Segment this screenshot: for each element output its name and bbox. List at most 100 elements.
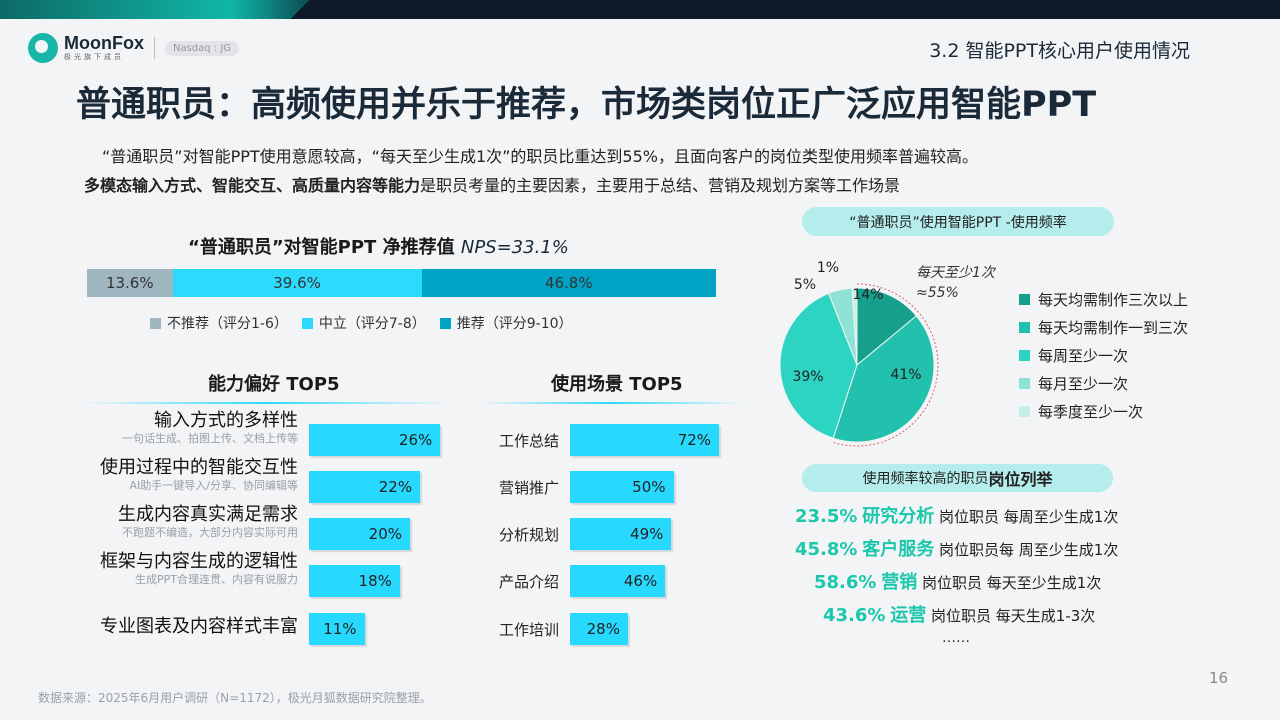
- pie-slice: [851, 287, 858, 366]
- ability-name: 专业图表及内容样式丰富: [100, 616, 298, 637]
- nps-legend-label: 推荐（评分9-10）: [456, 316, 573, 332]
- positions-pill-text: 使用频率较高的职员: [862, 471, 989, 487]
- brand-name: MoonFox: [64, 33, 144, 53]
- pie-legend-label: 每月至少一次: [1038, 374, 1129, 393]
- pie-annotation-line1: 每天至少1次: [916, 265, 997, 281]
- ability-bar: 26%: [309, 424, 441, 456]
- frequency-pie: 14% 41% 39% 5%1% 每天至少1次 ≈55%: [779, 260, 997, 447]
- ability-label: 输入方式的多样性 一句话生成、拍图上传、文档上传等: [122, 410, 298, 446]
- moonfox-logo: MoonFox 极光旗下成员 Nasdaq : JG: [28, 33, 240, 63]
- ability-name: 使用过程中的智能交互性: [100, 457, 298, 478]
- scene-bar: 72%: [570, 424, 720, 456]
- frequency-pill: “普通职员”使用智能PPT -使用频率: [802, 207, 1114, 236]
- position-pct: 45.8%: [795, 539, 858, 560]
- ability-label: 使用过程中的智能交互性 AI助手一键导入/分享、协同编辑等: [100, 457, 298, 493]
- ability-bar: 20%: [309, 518, 410, 550]
- scene-name: 分析规划: [498, 526, 559, 544]
- scene-bar: 50%: [570, 471, 674, 503]
- position-row: 23.5% 研究分析 岗位职员 每周至少生成1次: [795, 502, 1118, 528]
- pie-legend-label: 每季度至少一次: [1038, 402, 1144, 421]
- pie-label: 41%: [890, 367, 921, 383]
- pie-legend-item: 每周至少一次: [1019, 341, 1188, 369]
- nps-legend-label: 中立（评分7-8）: [318, 316, 426, 332]
- nps-legend-item: 不推荐（评分1-6）: [150, 313, 288, 333]
- nps-legend-swatch: [301, 317, 313, 329]
- ability-name: 输入方式的多样性: [154, 410, 298, 431]
- intro-line-1: “普通职员”对智能PPT使用意愿较高，“每天至少生成1次”的职员比重达到55%，…: [102, 147, 978, 166]
- scene-name: 产品介绍: [498, 573, 559, 591]
- nps-segment: 13.6%: [87, 269, 173, 297]
- pie-legend-item: 每天均需制作一到三次: [1019, 313, 1188, 341]
- nps-title: “普通职员”对智能PPT 净推荐值 NPS=33.1%: [188, 233, 569, 259]
- nps-legend-swatch: [439, 317, 451, 329]
- scene-title: 使用场景 TOP5: [551, 374, 683, 395]
- nps-legend-label: 不推荐（评分1-6）: [167, 316, 288, 332]
- ability-label: 专业图表及内容样式丰富: [100, 616, 298, 638]
- scene-name: 工作总结: [498, 432, 559, 450]
- positions-pill: 使用频率较高的职员 岗位列举: [802, 464, 1113, 492]
- position-row: 43.6% 运营 岗位职员 每天生成1-3次: [823, 601, 1095, 627]
- position-text: 岗位职员 每周至少生成1次: [939, 508, 1119, 526]
- nps-segment: 39.6%: [172, 269, 422, 297]
- pie-legend-item: 每天均需制作三次以上: [1019, 285, 1188, 313]
- scene-bar: 46%: [570, 565, 666, 597]
- pie-label: 5%: [794, 277, 816, 293]
- ability-desc: 生成PPT合理连贯、内容有说服力: [135, 573, 298, 586]
- intro-rest: 是职员考量的主要因素，主要用于总结、营销及规划方案等工作场景: [420, 176, 901, 195]
- pie-label: 39%: [792, 369, 823, 385]
- section-title: 3.2 智能PPT核心用户使用情况: [929, 40, 1190, 62]
- pie-legend-swatch: [1019, 405, 1030, 417]
- ability-name: 框架与内容生成的逻辑性: [100, 551, 298, 572]
- moonfox-logo-icon: [28, 33, 58, 63]
- pie-legend-swatch: [1019, 377, 1030, 389]
- position-text: 岗位职员 每天至少生成1次: [922, 574, 1102, 592]
- pie-legend-label: 每周至少一次: [1038, 346, 1129, 365]
- position-role: 营销: [881, 572, 918, 593]
- scene-bar: 49%: [570, 518, 672, 550]
- brand-subtitle: 极光旗下成员: [64, 53, 124, 61]
- pie-slice: [779, 292, 858, 439]
- pie-legend-item: 每季度至少一次: [1019, 397, 1188, 425]
- data-source: 数据来源：2025年6月用户调研（N=1172），极光月狐数据研究院整理。: [38, 691, 432, 705]
- pie-legend-swatch: [1019, 321, 1030, 333]
- nps-value: NPS=33.1%: [460, 237, 569, 258]
- position-text: 岗位职员每 周至少生成1次: [939, 541, 1119, 559]
- nasdaq-badge: Nasdaq : JG: [164, 40, 240, 56]
- pie-legend-label: 每天均需制作一到三次: [1038, 318, 1189, 337]
- pie-label: 14%: [852, 287, 883, 303]
- ability-title-underline: [82, 402, 452, 404]
- nps-title-text: “普通职员”对智能PPT 净推荐值: [188, 237, 461, 258]
- ability-title: 能力偏好 TOP5: [208, 374, 340, 395]
- pie-legend-swatch: [1019, 293, 1030, 305]
- ability-label: 框架与内容生成的逻辑性 生成PPT合理连贯、内容有说服力: [100, 551, 298, 587]
- ability-bar: 18%: [309, 565, 400, 597]
- ability-bar: 22%: [309, 471, 421, 503]
- position-pct: 58.6%: [814, 572, 877, 593]
- page-title: 普通职员：高频使用并乐于推荐，市场类岗位正广泛应用智能PPT: [76, 85, 1097, 125]
- position-role: 客户服务: [862, 539, 935, 560]
- scene-title-underline: [478, 402, 744, 404]
- position-row: 45.8% 客户服务 岗位职员每 周至少生成1次: [795, 535, 1118, 561]
- ability-desc: AI助手一键导入/分享、协同编辑等: [129, 479, 298, 492]
- position-role: 研究分析: [862, 506, 935, 527]
- nps-segment: 46.8%: [421, 269, 716, 297]
- pie-annotation-line2: ≈55%: [916, 285, 959, 301]
- nps-legend: 不推荐（评分1-6） 中立（评分7-8） 推荐（评分9-10）: [150, 313, 587, 333]
- position-pct: 23.5%: [795, 506, 858, 527]
- ability-label: 生成内容真实满足需求 不跑题不编造，大部分内容实际可用: [118, 504, 298, 540]
- top-banner: [0, 0, 1280, 19]
- nps-legend-swatch: [150, 317, 161, 329]
- pie-slice: [856, 287, 918, 367]
- ability-desc: 一句话生成、拍图上传、文档上传等: [122, 432, 298, 445]
- positions-more: ……: [942, 630, 970, 646]
- position-row: 58.6% 营销 岗位职员 每天至少生成1次: [814, 568, 1101, 594]
- positions-pill-bold: 岗位列举: [988, 470, 1053, 489]
- pie-label: 1%: [817, 260, 839, 276]
- scene-name: 工作培训: [498, 621, 559, 639]
- frequency-legend: 每天均需制作三次以上每天均需制作一到三次 每周至少一次 每月至少一次 每季度至少一次: [1019, 285, 1188, 425]
- ability-bar: 11%: [309, 613, 365, 645]
- ability-name: 生成内容真实满足需求: [118, 504, 298, 525]
- pie-legend-swatch: [1019, 349, 1030, 361]
- pie-slice: [832, 315, 935, 443]
- scene-name: 营销推广: [498, 479, 559, 497]
